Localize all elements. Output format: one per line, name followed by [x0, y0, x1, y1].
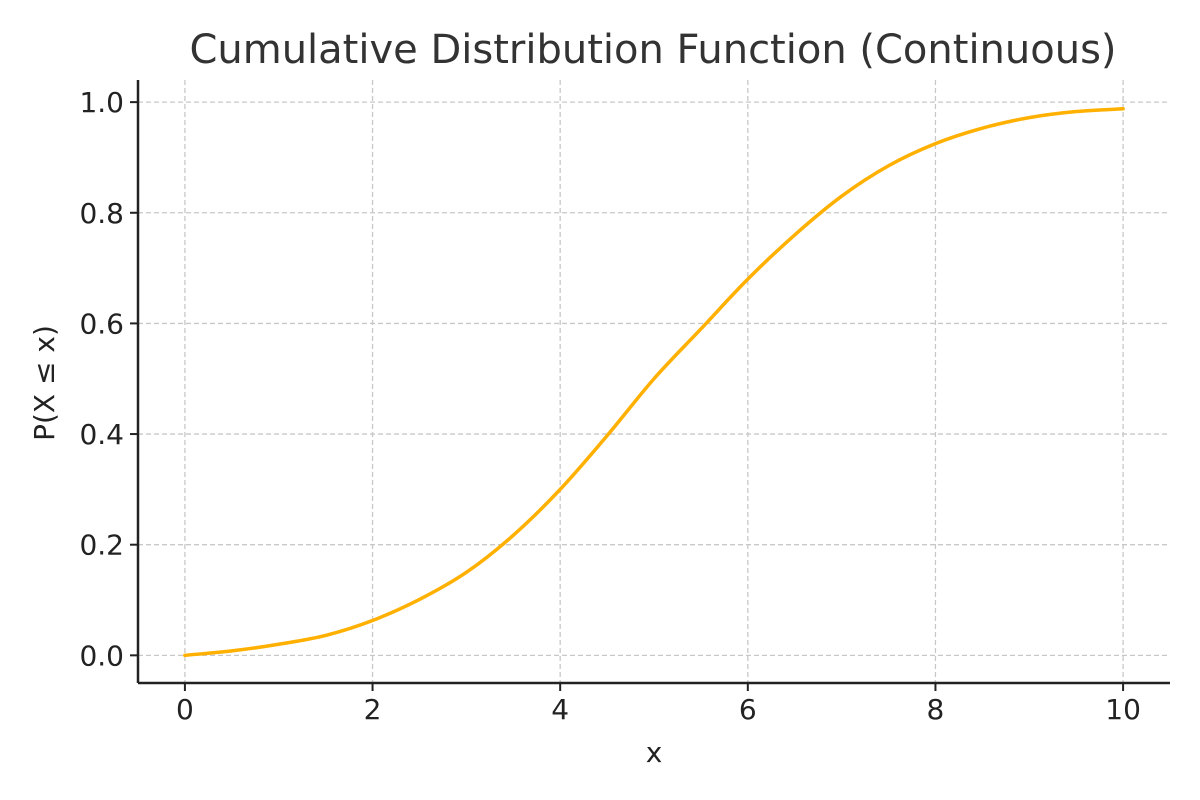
x-tick-label: 4	[551, 693, 569, 726]
x-axis-ticks: 0 2 4 6 8 10	[176, 683, 1141, 726]
y-tick-label: 1.0	[79, 86, 124, 119]
cdf-line	[183, 107, 1125, 658]
y-axis-ticks: 0.0 0.2 0.4 0.6 0.8 1.0	[79, 86, 138, 672]
x-tick-label: 2	[364, 693, 382, 726]
y-tick-label: 0.2	[79, 529, 124, 562]
y-tick-label: 0.0	[79, 639, 124, 672]
axes	[136, 80, 1170, 685]
x-tick-label: 10	[1105, 693, 1141, 726]
y-tick-label: 0.4	[79, 418, 124, 451]
x-tick-label: 6	[739, 693, 757, 726]
chart-title: Cumulative Distribution Function (Contin…	[189, 27, 1116, 73]
x-axis-label: x	[646, 736, 663, 769]
y-tick-label: 0.8	[79, 197, 124, 230]
y-tick-label: 0.6	[79, 307, 124, 340]
series-group	[183, 107, 1125, 658]
grid	[138, 80, 1170, 683]
y-axis-label: P(X ≤ x)	[28, 325, 61, 441]
x-tick-label: 0	[176, 693, 194, 726]
x-tick-label: 8	[927, 693, 945, 726]
